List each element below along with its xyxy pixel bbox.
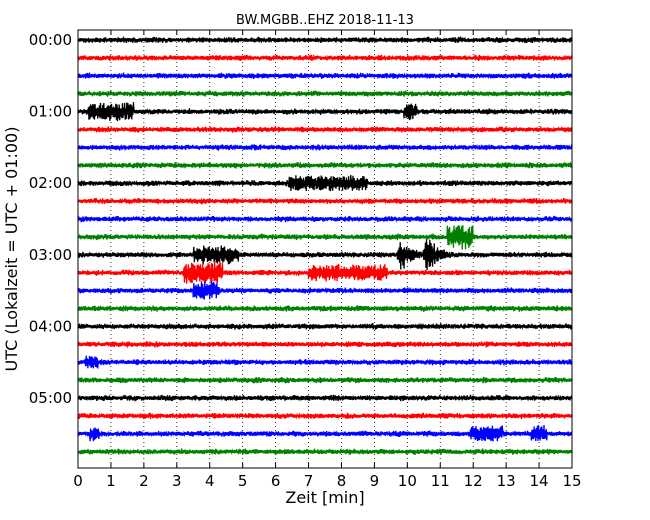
y-tick-label: 00:00 — [29, 31, 72, 49]
trace-row — [77, 102, 573, 122]
trace-row — [77, 36, 573, 44]
x-tick-label: 12 — [464, 472, 483, 490]
trace-row — [77, 72, 573, 80]
trace-row — [77, 54, 573, 62]
y-axis-label: UTC (Lokalzeit = UTC + 01:00) — [2, 127, 21, 372]
trace-row — [77, 322, 573, 331]
trace-row — [77, 424, 573, 442]
x-tick-label: 13 — [497, 472, 516, 490]
trace-row — [77, 355, 573, 369]
trace-row — [77, 225, 573, 250]
trace-row — [77, 340, 573, 349]
x-tick-label: 2 — [139, 472, 149, 490]
y-tick-label: 05:00 — [29, 389, 72, 407]
trace-row — [77, 239, 573, 271]
x-tick-label: 1 — [106, 472, 116, 490]
y-axis-ticks: 00:00 01:00 02:00 03:00 04:00 05:00 — [29, 31, 572, 407]
trace-row — [77, 215, 573, 223]
x-tick-label: 8 — [337, 472, 347, 490]
chart-title: BW.MGBB..EHZ 2018-11-13 — [236, 13, 414, 28]
x-tick-label: 4 — [205, 472, 215, 490]
x-tick-label: 10 — [398, 472, 417, 490]
plot-frame — [77, 29, 573, 469]
trace-row — [77, 125, 573, 134]
y-tick-label: 03:00 — [29, 246, 72, 264]
trace-row — [77, 280, 573, 300]
trace-row — [77, 143, 573, 151]
x-tick-label: 15 — [562, 472, 581, 490]
x-tick-label: 9 — [370, 472, 380, 490]
x-axis-ticks: 0 1 2 3 4 5 6 7 8 9 10 11 12 13 14 15 — [73, 30, 582, 490]
y-tick-label: 04:00 — [29, 317, 72, 335]
y-tick-label: 02:00 — [29, 174, 72, 192]
trace-row — [77, 197, 573, 205]
trace-row — [77, 412, 573, 420]
x-tick-label: 6 — [271, 472, 281, 490]
trace-row — [77, 261, 573, 284]
x-tick-label: 3 — [172, 472, 182, 490]
x-tick-label: 11 — [431, 472, 450, 490]
trace-row — [77, 394, 573, 402]
trace-row — [77, 376, 573, 384]
trace-row — [77, 304, 573, 313]
trace-row — [77, 89, 573, 98]
x-tick-label: 14 — [530, 472, 549, 490]
trace-row — [77, 448, 573, 456]
x-tick-label: 7 — [304, 472, 314, 490]
x-tick-label: 0 — [73, 472, 83, 490]
trace-row — [77, 174, 573, 192]
x-tick-label: 5 — [238, 472, 248, 490]
y-tick-label: 01:00 — [29, 103, 72, 121]
trace-row — [77, 161, 573, 169]
x-axis-label: Zeit [min] — [285, 488, 364, 507]
seismic-traces — [77, 36, 573, 456]
